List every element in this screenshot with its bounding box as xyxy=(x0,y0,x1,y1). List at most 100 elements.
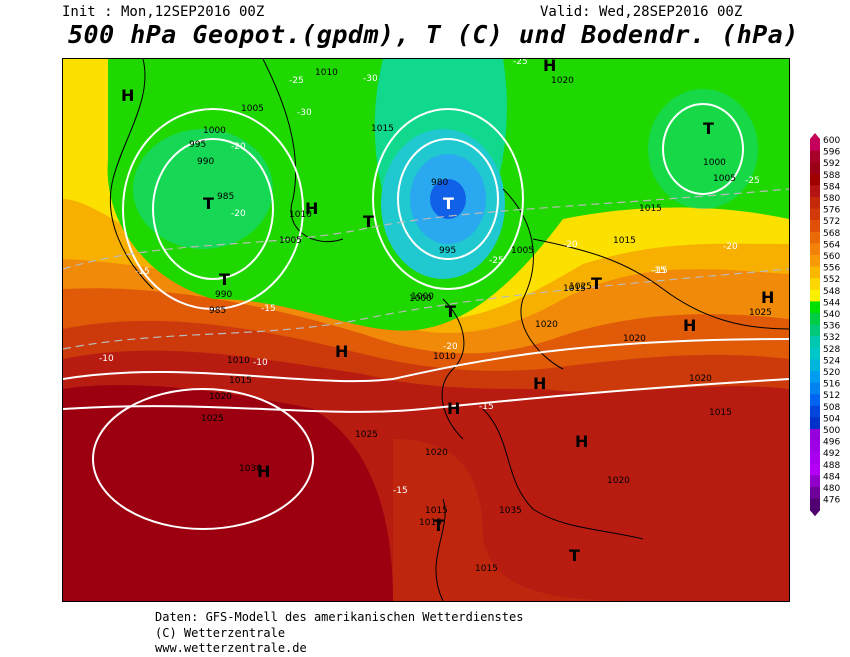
temp-label: -15 xyxy=(653,266,668,276)
legend-swatch xyxy=(810,220,820,233)
legend-level-label: 568 xyxy=(823,229,840,239)
legend-level-label: 592 xyxy=(823,159,840,169)
field-cyan-green-west xyxy=(133,129,273,249)
legend-level-label: 552 xyxy=(823,275,840,285)
isobar-label: 980 xyxy=(431,178,448,188)
isotherm-minus-15 xyxy=(63,268,789,350)
legend-level-label: 556 xyxy=(823,264,840,274)
legend-swatch xyxy=(810,313,820,326)
coastlines xyxy=(109,59,789,601)
temp-label: -15 xyxy=(393,486,408,496)
isobar-label: 1020 xyxy=(607,476,630,486)
legend-level-label: 596 xyxy=(823,148,840,158)
temp-label: -15 xyxy=(651,266,666,276)
legend-swatch xyxy=(810,394,820,407)
legend-level-label: 480 xyxy=(823,484,840,494)
temp-label: -15 xyxy=(261,304,276,314)
isobar-label: 1000 xyxy=(703,158,726,168)
legend-swatch xyxy=(810,255,820,268)
legend-swatch xyxy=(810,498,820,511)
isobar-label: 1010 xyxy=(289,210,312,220)
isobar-label: 1000 xyxy=(203,126,226,136)
legend-level-label: 484 xyxy=(823,472,840,482)
temperature-isolines xyxy=(63,188,789,350)
legend-swatch xyxy=(810,382,820,395)
high-center: H xyxy=(305,199,318,218)
high-center: H xyxy=(575,432,588,451)
legend-swatch xyxy=(810,405,820,418)
legend-level-label: 588 xyxy=(823,171,840,181)
isobar-label: 1020 xyxy=(689,374,712,384)
legend-swatch xyxy=(810,487,820,500)
isobar-label: 1015 xyxy=(475,564,498,574)
legend-swatch xyxy=(810,359,820,372)
legend-swatch xyxy=(810,243,820,256)
legend-level-label: 536 xyxy=(823,322,840,332)
isobar-label: 1020 xyxy=(551,76,574,86)
legend-swatch xyxy=(810,417,820,430)
init-time: Init : Mon,12SEP2016 00Z xyxy=(62,4,265,20)
isobar-label: 1015 xyxy=(639,204,662,214)
pressure-centers: H H H H H H H H H H T T T T T T T T T xyxy=(121,59,774,565)
isobar-label: 995 xyxy=(439,246,456,256)
legend-level-label: 560 xyxy=(823,252,840,262)
legend-swatch xyxy=(810,197,820,210)
isobar-1020 xyxy=(63,378,789,413)
iberia-coast xyxy=(435,498,446,601)
isobar-label: 1005 xyxy=(241,104,264,114)
temp-label: -25 xyxy=(745,176,760,186)
isobar-label: 1020 xyxy=(209,392,232,402)
field-cyan-green-east xyxy=(648,89,758,209)
isobar-label: 1030 xyxy=(239,464,262,474)
uk-coast xyxy=(441,298,465,440)
legend-level-label: 476 xyxy=(823,496,840,506)
legend-swatch xyxy=(810,266,820,279)
temp-label: -25 xyxy=(513,59,528,67)
legend-arrow-up xyxy=(810,133,820,139)
temp-label: -30 xyxy=(363,74,378,84)
isobar-label: 1015 xyxy=(229,376,252,386)
legend-swatch xyxy=(810,150,820,163)
isobar-label: 1015 xyxy=(371,124,394,134)
legend-swatch xyxy=(810,475,820,488)
isobar-label: 1010 xyxy=(433,352,456,362)
isobar-label: 1025 xyxy=(355,430,378,440)
low-center: T xyxy=(445,302,456,321)
isobar-label: 1025 xyxy=(569,282,592,292)
legend-level-label: 584 xyxy=(823,182,840,192)
legend-swatch xyxy=(810,278,820,291)
isobar-990-center xyxy=(397,138,499,260)
russia-coast xyxy=(532,238,789,330)
isobar-label: 990 xyxy=(215,290,232,300)
isobar-label: 1025 xyxy=(749,308,772,318)
legend-swatch xyxy=(810,231,820,244)
temp-label: -25 xyxy=(489,256,504,266)
legend-level-label: 564 xyxy=(823,240,840,250)
valid-time: Valid: Wed,28SEP2016 00Z xyxy=(540,4,743,20)
legend-swatch xyxy=(810,371,820,384)
isobar-label: 1020 xyxy=(425,448,448,458)
isobar-label: 995 xyxy=(189,140,206,150)
map-canvas: H H H H H H H H H H T T T T T T T T T 10… xyxy=(63,59,789,601)
legend-swatch xyxy=(810,324,820,337)
greenland-coast xyxy=(109,59,154,290)
legend-swatch xyxy=(810,429,820,442)
temp-label: -15 xyxy=(135,267,150,277)
iceland-coast xyxy=(262,59,344,243)
low-center: T xyxy=(703,119,714,138)
temp-labels: -25 -30 -30 -20 -20 -15 -25 -20 -25 -10 … xyxy=(99,59,760,496)
isobar-label: 1020 xyxy=(535,320,558,330)
isobar-label: 1015 xyxy=(709,408,732,418)
temp-label: -20 xyxy=(231,209,246,219)
isobar-label: 1015 xyxy=(613,236,636,246)
high-center: H xyxy=(447,399,460,418)
legend-level-label: 512 xyxy=(823,391,840,401)
legend-level-label: 548 xyxy=(823,287,840,297)
legend-level-label: 488 xyxy=(823,461,840,471)
isotherm-minus-20 xyxy=(63,188,789,270)
legend-swatch xyxy=(810,440,820,453)
isobar-995-west xyxy=(152,138,274,280)
legend-level-label: 516 xyxy=(823,380,840,390)
field-deep-red xyxy=(63,385,393,601)
